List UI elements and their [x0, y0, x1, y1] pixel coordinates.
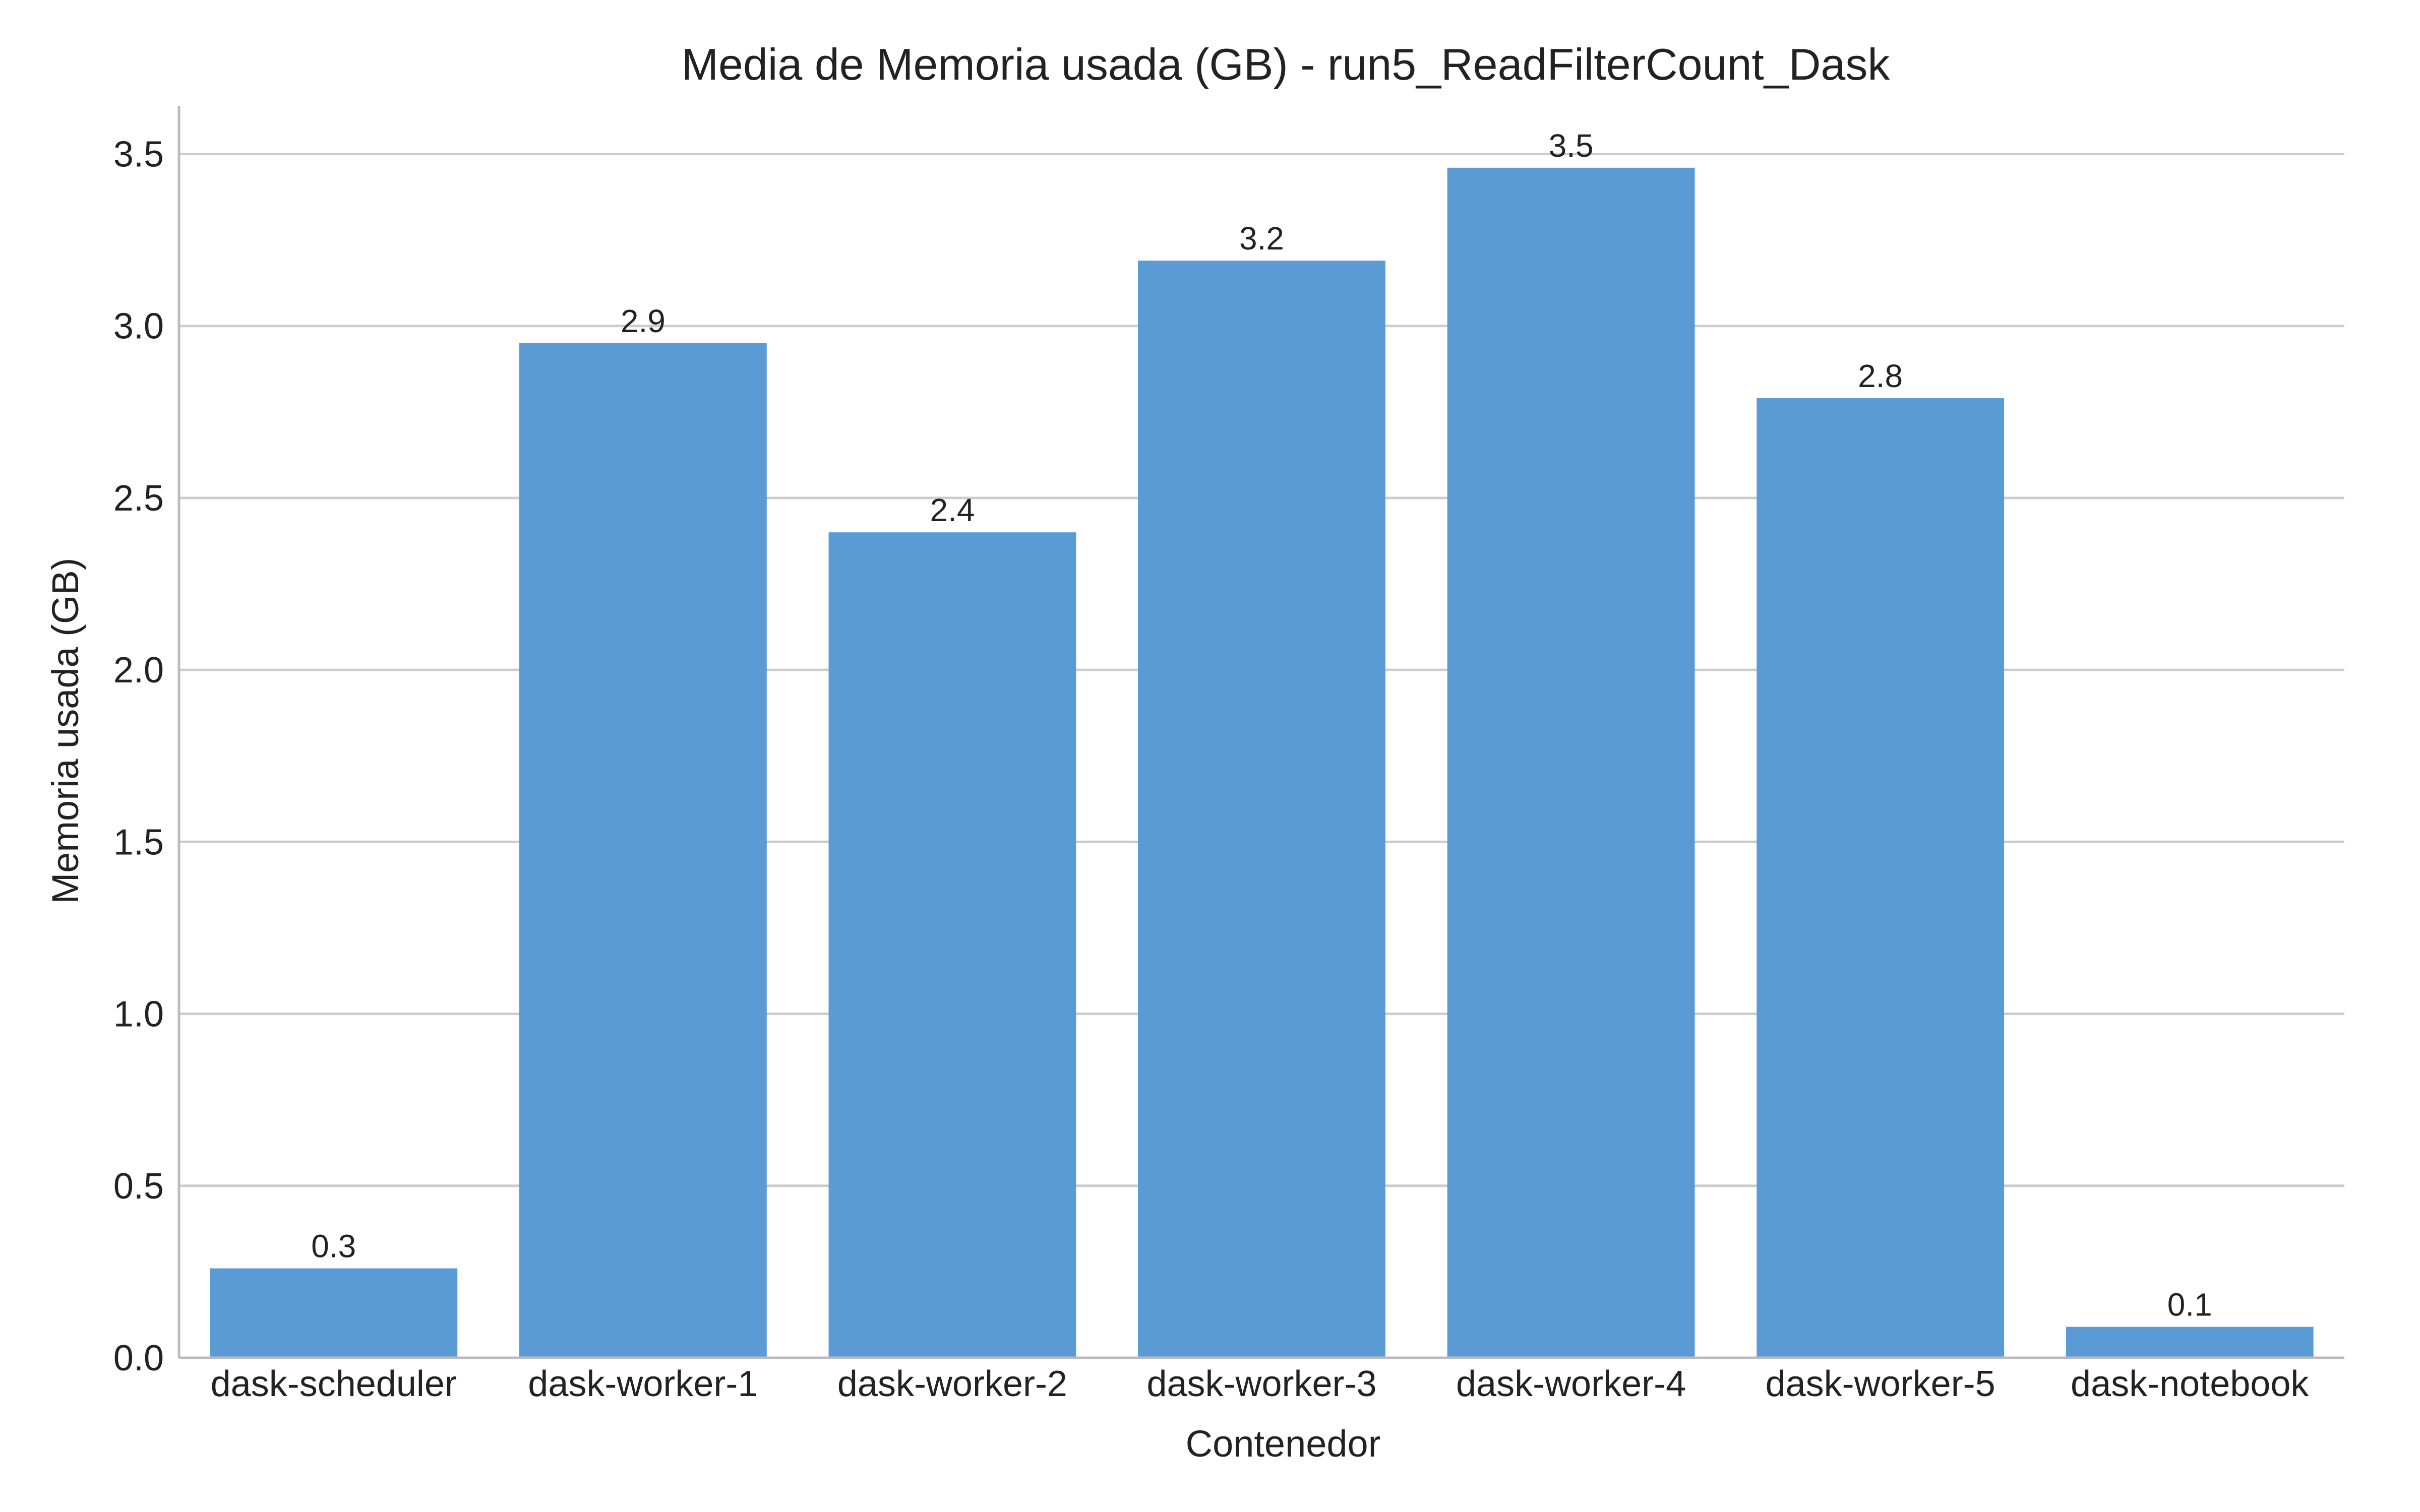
x-tick-label: dask-scheduler: [211, 1364, 457, 1404]
x-axis-label: Contenedor: [1186, 1423, 1381, 1465]
y-tick-label: 0.5: [113, 1166, 164, 1207]
x-tick-label: dask-worker-5: [1766, 1364, 1995, 1404]
bar-dask-worker-2: [828, 532, 1076, 1358]
y-tick-label: 1.5: [113, 822, 164, 862]
x-tick-label: dask-worker-4: [1456, 1364, 1686, 1404]
data-label: 2.9: [621, 303, 666, 339]
y-tick-label: 2.0: [113, 650, 164, 690]
data-label: 0.1: [2167, 1287, 2212, 1323]
bar-dask-worker-4: [1447, 167, 1695, 1358]
data-label: 3.2: [1239, 220, 1284, 257]
bar-dask-worker-3: [1138, 261, 1385, 1358]
bars: [210, 167, 2314, 1358]
data-label: 3.5: [1549, 128, 1594, 164]
y-tick-labels: 0.0 0.5 1.0 1.5 2.0 2.5 3.0 3.5: [113, 135, 164, 1378]
data-labels: 0.3 2.9 2.4 3.2 3.5 2.8 0.1: [311, 128, 2212, 1323]
data-label: 0.3: [311, 1228, 356, 1265]
x-tick-labels: dask-scheduler dask-worker-1 dask-worker-2…: [211, 1364, 2310, 1404]
chart-title: Media de Memoria usada (GB) - run5_ReadF…: [682, 39, 1891, 89]
x-tick-label: dask-worker-3: [1146, 1364, 1376, 1404]
y-tick-label: 0.0: [113, 1338, 164, 1378]
x-tick-label: dask-worker-1: [528, 1364, 758, 1404]
bar-dask-notebook: [2066, 1327, 2314, 1358]
data-label: 2.8: [1858, 358, 1903, 394]
y-tick-label: 1.0: [113, 994, 164, 1035]
bar-dask-scheduler: [210, 1268, 458, 1358]
y-tick-label: 3.0: [113, 306, 164, 347]
bar-dask-worker-1: [519, 343, 767, 1358]
x-tick-label: dask-worker-2: [837, 1364, 1067, 1404]
x-tick-label: dask-notebook: [2071, 1364, 2309, 1404]
data-label: 2.4: [930, 492, 975, 528]
bar-dask-worker-5: [1757, 398, 2005, 1358]
y-axis-label: Memoria usada (GB): [44, 558, 86, 904]
y-tick-label: 2.5: [113, 478, 164, 519]
axes-spines: [177, 106, 2344, 1359]
y-tick-label: 3.5: [113, 135, 164, 175]
